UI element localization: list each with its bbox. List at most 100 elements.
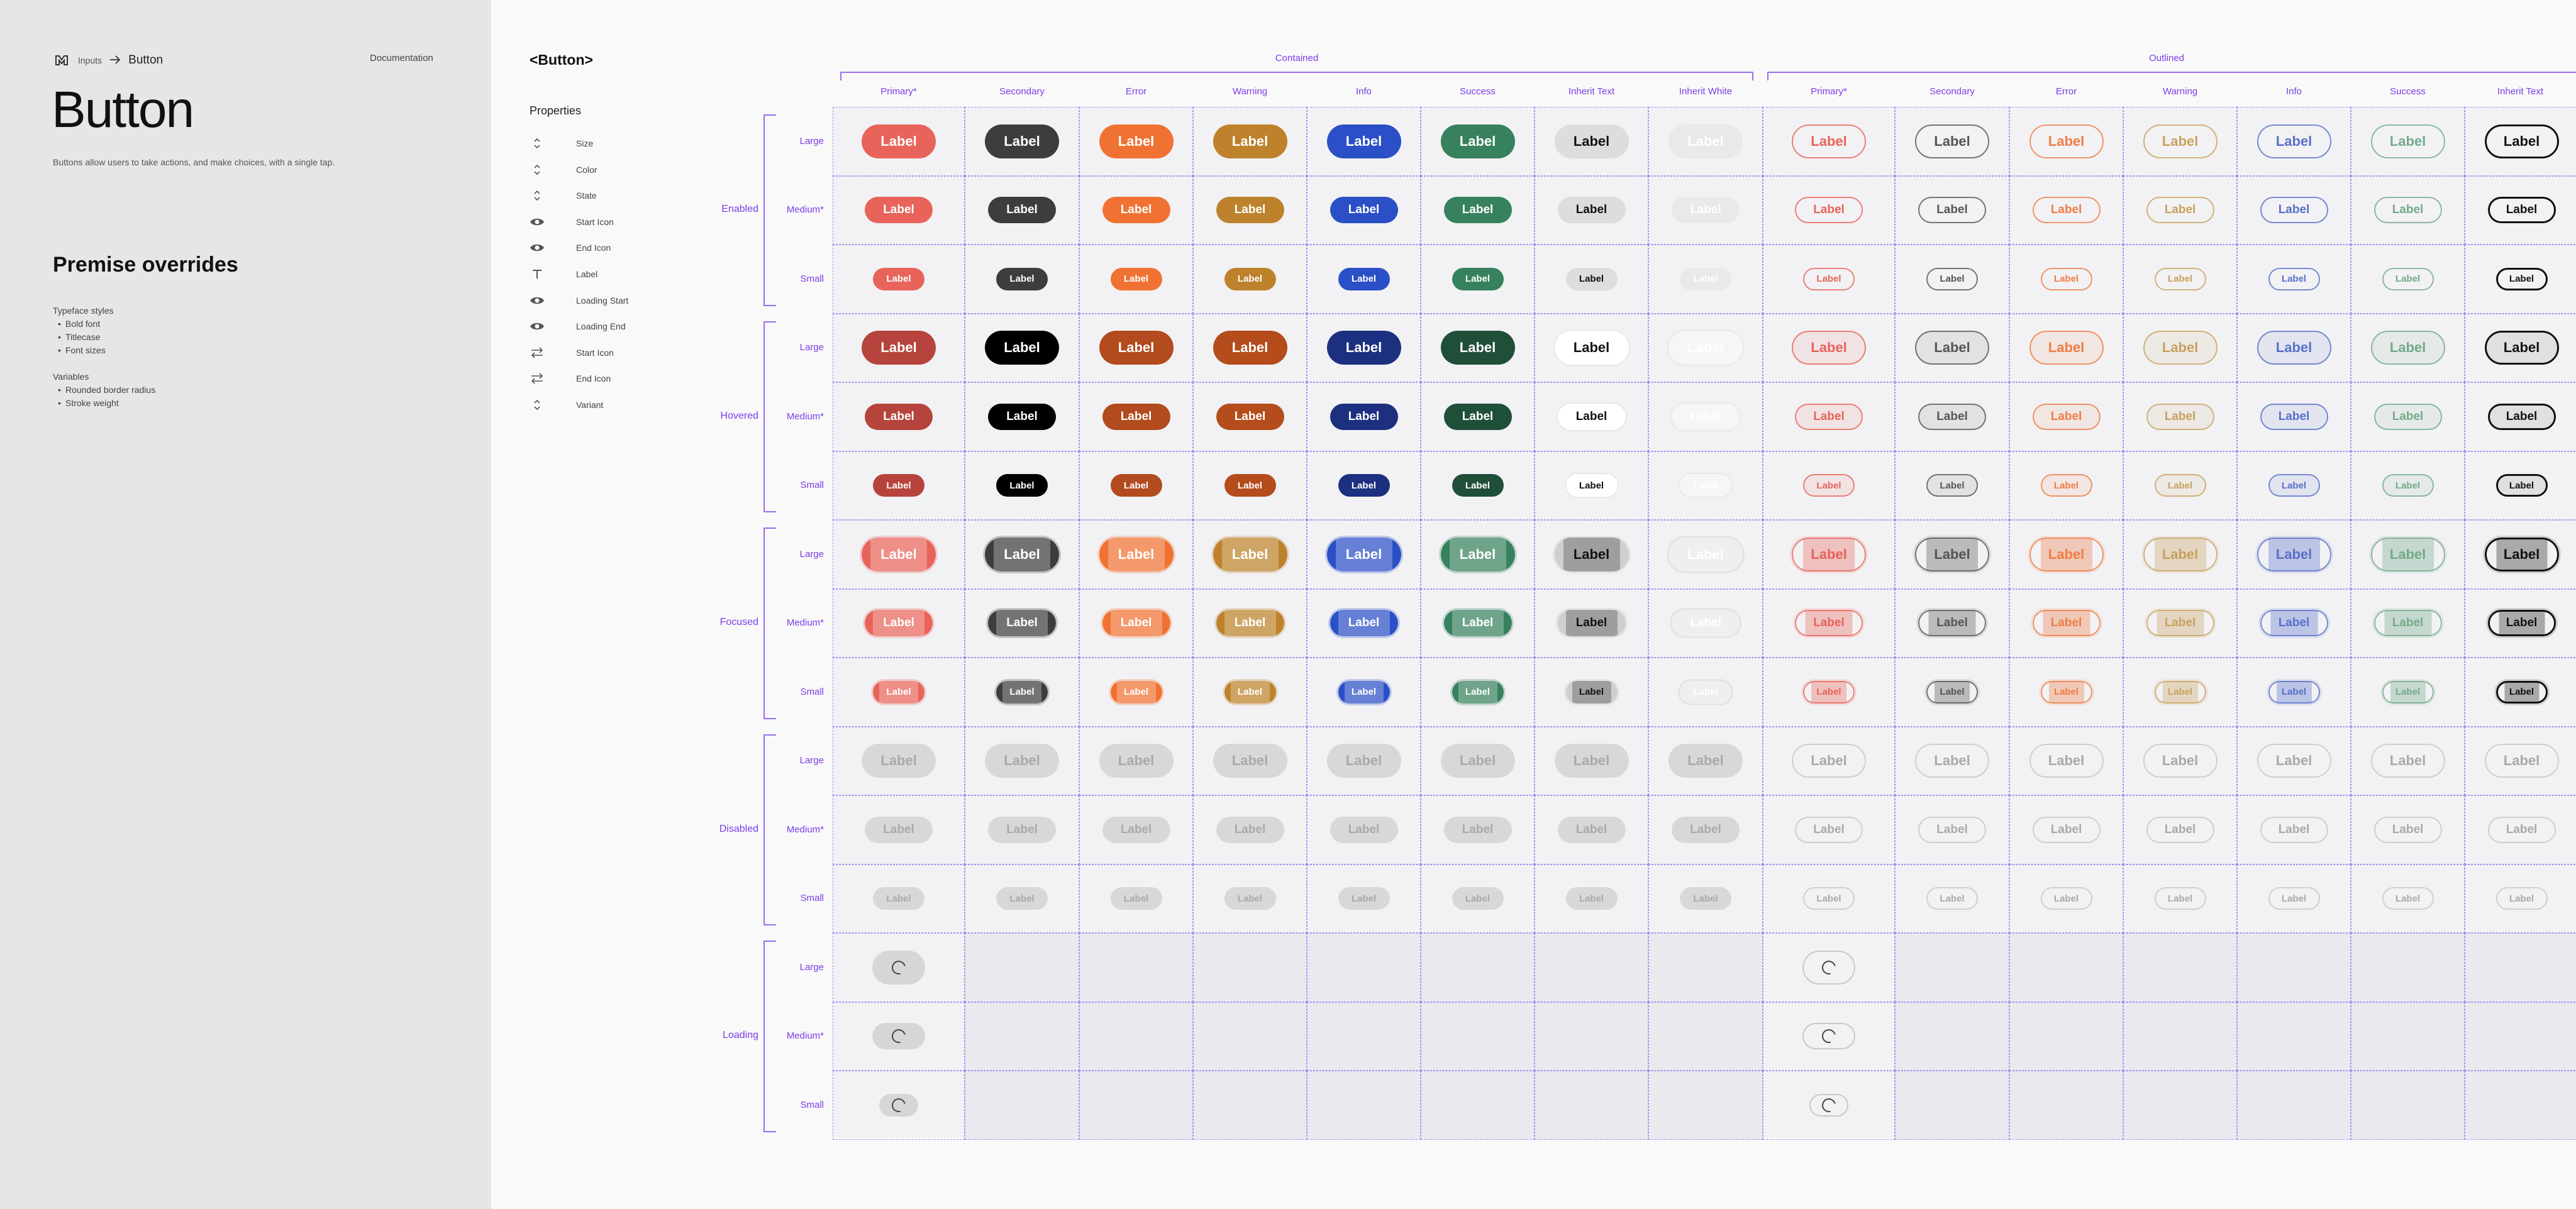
outlined-button[interactable]: Label bbox=[2154, 267, 2206, 290]
outlined-button[interactable]: Label bbox=[1918, 197, 1986, 224]
contained-button[interactable]: Label bbox=[1216, 816, 1284, 843]
contained-button[interactable]: Label bbox=[1680, 474, 1731, 497]
outlined-button[interactable]: Label bbox=[2260, 816, 2328, 843]
outlined-button[interactable]: Label bbox=[2382, 680, 2434, 704]
property-row[interactable]: Loading End bbox=[530, 319, 626, 334]
outlined-button[interactable]: Label bbox=[2268, 887, 2320, 910]
outlined-button[interactable]: Label bbox=[1803, 267, 1855, 290]
outlined-button[interactable]: Label bbox=[2257, 124, 2331, 158]
contained-button[interactable]: Label bbox=[1330, 816, 1398, 843]
outlined-button[interactable]: Label bbox=[2496, 474, 2548, 497]
outlined-button[interactable]: Label bbox=[2496, 267, 2548, 290]
contained-button[interactable]: Label bbox=[873, 680, 924, 704]
outlined-button[interactable]: Label bbox=[1792, 331, 1866, 365]
outlined-button[interactable]: Label bbox=[1918, 403, 1986, 430]
contained-button[interactable]: Label bbox=[996, 680, 1048, 704]
outlined-button[interactable]: Label bbox=[2154, 474, 2206, 497]
outlined-button[interactable]: Label bbox=[2382, 474, 2434, 497]
contained-button[interactable]: Label bbox=[1443, 816, 1512, 843]
outlined-button[interactable]: Label bbox=[2029, 124, 2104, 158]
property-row[interactable]: End Icon bbox=[530, 371, 611, 386]
contained-button[interactable]: Label bbox=[1338, 267, 1390, 290]
contained-button[interactable]: Label bbox=[873, 887, 924, 910]
outlined-button[interactable]: Label bbox=[2154, 680, 2206, 704]
outlined-button[interactable]: Label bbox=[1792, 537, 1866, 571]
contained-button[interactable]: Label bbox=[1668, 124, 1743, 158]
outlined-button[interactable]: Label bbox=[1918, 816, 1986, 843]
outlined-button[interactable]: Label bbox=[2268, 474, 2320, 497]
outlined-button[interactable]: Label bbox=[1915, 124, 1989, 158]
outlined-button[interactable]: Label bbox=[2029, 744, 2104, 778]
outlined-button[interactable]: Label bbox=[2268, 267, 2320, 290]
contained-button[interactable]: Label bbox=[988, 610, 1056, 637]
contained-button[interactable]: Label bbox=[988, 403, 1056, 430]
outlined-button[interactable]: Label bbox=[1915, 331, 1989, 365]
contained-button[interactable]: Label bbox=[1099, 537, 1174, 571]
property-row[interactable]: Start Icon bbox=[530, 214, 614, 229]
contained-button[interactable]: Label bbox=[1099, 744, 1174, 778]
outlined-button[interactable]: Label bbox=[2373, 816, 2442, 843]
contained-button[interactable]: Label bbox=[1330, 610, 1398, 637]
contained-button[interactable]: Label bbox=[1326, 124, 1401, 158]
outlined-button[interactable]: Label bbox=[2032, 610, 2101, 637]
contained-button[interactable]: Label bbox=[1224, 267, 1276, 290]
outlined-button[interactable]: Label bbox=[1792, 744, 1866, 778]
contained-button[interactable]: Label bbox=[985, 124, 1059, 158]
contained-button[interactable]: Label bbox=[1443, 197, 1512, 224]
outlined-button[interactable]: Label bbox=[2143, 124, 2218, 158]
contained-button[interactable]: Label bbox=[862, 331, 936, 365]
contained-button[interactable]: Label bbox=[1102, 403, 1170, 430]
outlined-button[interactable]: Label bbox=[1795, 403, 1863, 430]
contained-button[interactable]: Label bbox=[1330, 403, 1398, 430]
contained-button[interactable]: Label bbox=[1213, 331, 1287, 365]
contained-button[interactable]: Label bbox=[1680, 887, 1731, 910]
contained-button[interactable]: Label bbox=[1565, 474, 1618, 497]
contained-button[interactable]: Label bbox=[862, 744, 936, 778]
contained-button[interactable]: Label bbox=[996, 887, 1048, 910]
contained-button[interactable]: Label bbox=[1452, 887, 1504, 910]
outlined-button[interactable]: Label bbox=[2040, 680, 2092, 704]
contained-button[interactable]: Label bbox=[1554, 744, 1629, 778]
outlined-button[interactable]: Label bbox=[1926, 267, 1978, 290]
outlined-button[interactable]: Label bbox=[2484, 744, 2559, 778]
contained-button[interactable]: Label bbox=[1440, 331, 1515, 365]
contained-button[interactable]: Label bbox=[1102, 610, 1170, 637]
contained-button[interactable]: Label bbox=[1565, 267, 1618, 290]
outlined-button[interactable]: Label bbox=[1915, 744, 1989, 778]
contained-button[interactable]: Label bbox=[1216, 197, 1284, 224]
outlined-button[interactable]: Label bbox=[2040, 267, 2092, 290]
outlined-button[interactable]: Label bbox=[2484, 124, 2559, 158]
contained-button[interactable]: Label bbox=[1557, 610, 1626, 637]
outlined-button[interactable]: Label bbox=[1926, 474, 1978, 497]
loading-button[interactable] bbox=[872, 950, 925, 985]
contained-button[interactable]: Label bbox=[1452, 474, 1504, 497]
contained-button[interactable]: Label bbox=[1554, 124, 1629, 158]
loading-button[interactable] bbox=[1802, 950, 1855, 985]
outlined-button[interactable]: Label bbox=[2146, 610, 2214, 637]
contained-button[interactable]: Label bbox=[1672, 610, 1740, 637]
contained-button[interactable]: Label bbox=[1668, 744, 1743, 778]
loading-button[interactable] bbox=[1809, 1093, 1848, 1117]
loading-button[interactable] bbox=[1802, 1023, 1855, 1050]
property-row[interactable]: End Icon bbox=[530, 240, 611, 255]
contained-button[interactable]: Label bbox=[1099, 331, 1174, 365]
outlined-button[interactable]: Label bbox=[2032, 816, 2101, 843]
contained-button[interactable]: Label bbox=[1440, 537, 1515, 571]
outlined-button[interactable]: Label bbox=[2143, 537, 2218, 571]
contained-button[interactable]: Label bbox=[1668, 537, 1743, 571]
outlined-button[interactable]: Label bbox=[1803, 680, 1855, 704]
contained-button[interactable]: Label bbox=[873, 267, 924, 290]
outlined-button[interactable]: Label bbox=[1795, 610, 1863, 637]
contained-button[interactable]: Label bbox=[873, 474, 924, 497]
contained-button[interactable]: Label bbox=[865, 197, 933, 224]
outlined-button[interactable]: Label bbox=[2496, 680, 2548, 704]
contained-button[interactable]: Label bbox=[1443, 610, 1512, 637]
outlined-button[interactable]: Label bbox=[2484, 537, 2559, 571]
contained-button[interactable]: Label bbox=[1452, 680, 1504, 704]
contained-button[interactable]: Label bbox=[1680, 267, 1731, 290]
contained-button[interactable]: Label bbox=[1213, 537, 1287, 571]
outlined-button[interactable]: Label bbox=[1792, 124, 1866, 158]
contained-button[interactable]: Label bbox=[988, 816, 1056, 843]
outlined-button[interactable]: Label bbox=[1926, 680, 1978, 704]
outlined-button[interactable]: Label bbox=[2040, 474, 2092, 497]
